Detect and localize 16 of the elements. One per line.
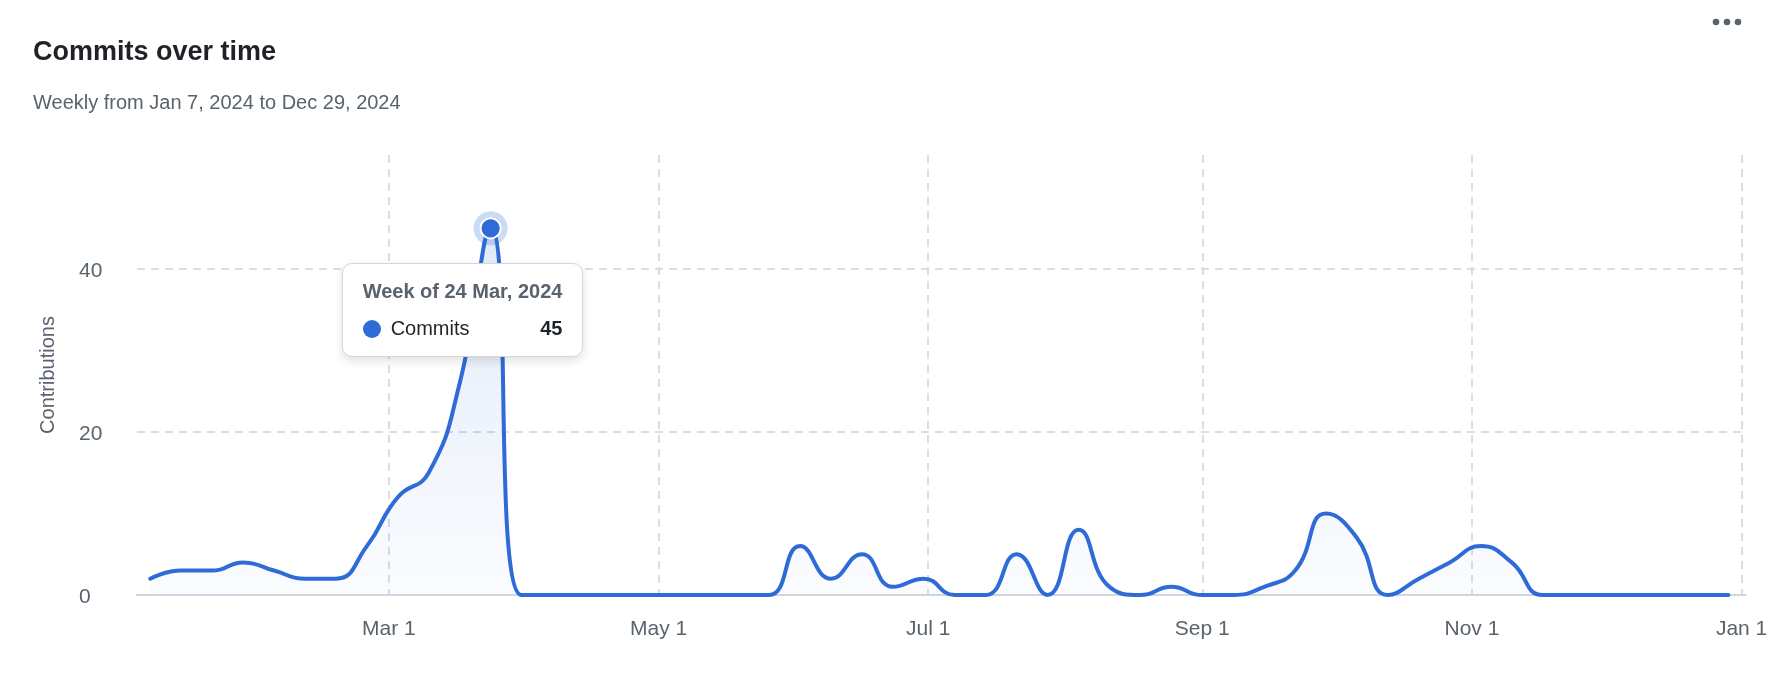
tooltip-card: Week of 24 Mar, 2024 Commits 45 — [341, 263, 584, 358]
chart-title: Commits over time — [33, 35, 277, 66]
y-tick-label: 0 — [79, 583, 91, 607]
x-tick-label: Sep 1 — [1174, 616, 1230, 639]
x-tick-label: Jul 1 — [906, 616, 951, 639]
annotation: Week of 24 Mar, 2024 — [362, 280, 563, 304]
x-tick-label: May 1 — [630, 616, 688, 639]
annotation: 45 — [539, 317, 563, 341]
x-tick-label: Nov 1 — [1444, 616, 1500, 639]
chart-subtitle: Weekly from Jan 7, 2024 to Dec 29, 2024 — [33, 91, 401, 113]
legend-label: Commits — [390, 317, 470, 341]
x-tick-label: Mar 1 — [362, 616, 416, 639]
y-tick-label: 20 — [79, 420, 103, 444]
y-tick-label: 40 — [79, 257, 103, 281]
y-axis-title: Contributions — [36, 316, 58, 434]
x-tick-label: Jan 1 — [1715, 616, 1768, 639]
